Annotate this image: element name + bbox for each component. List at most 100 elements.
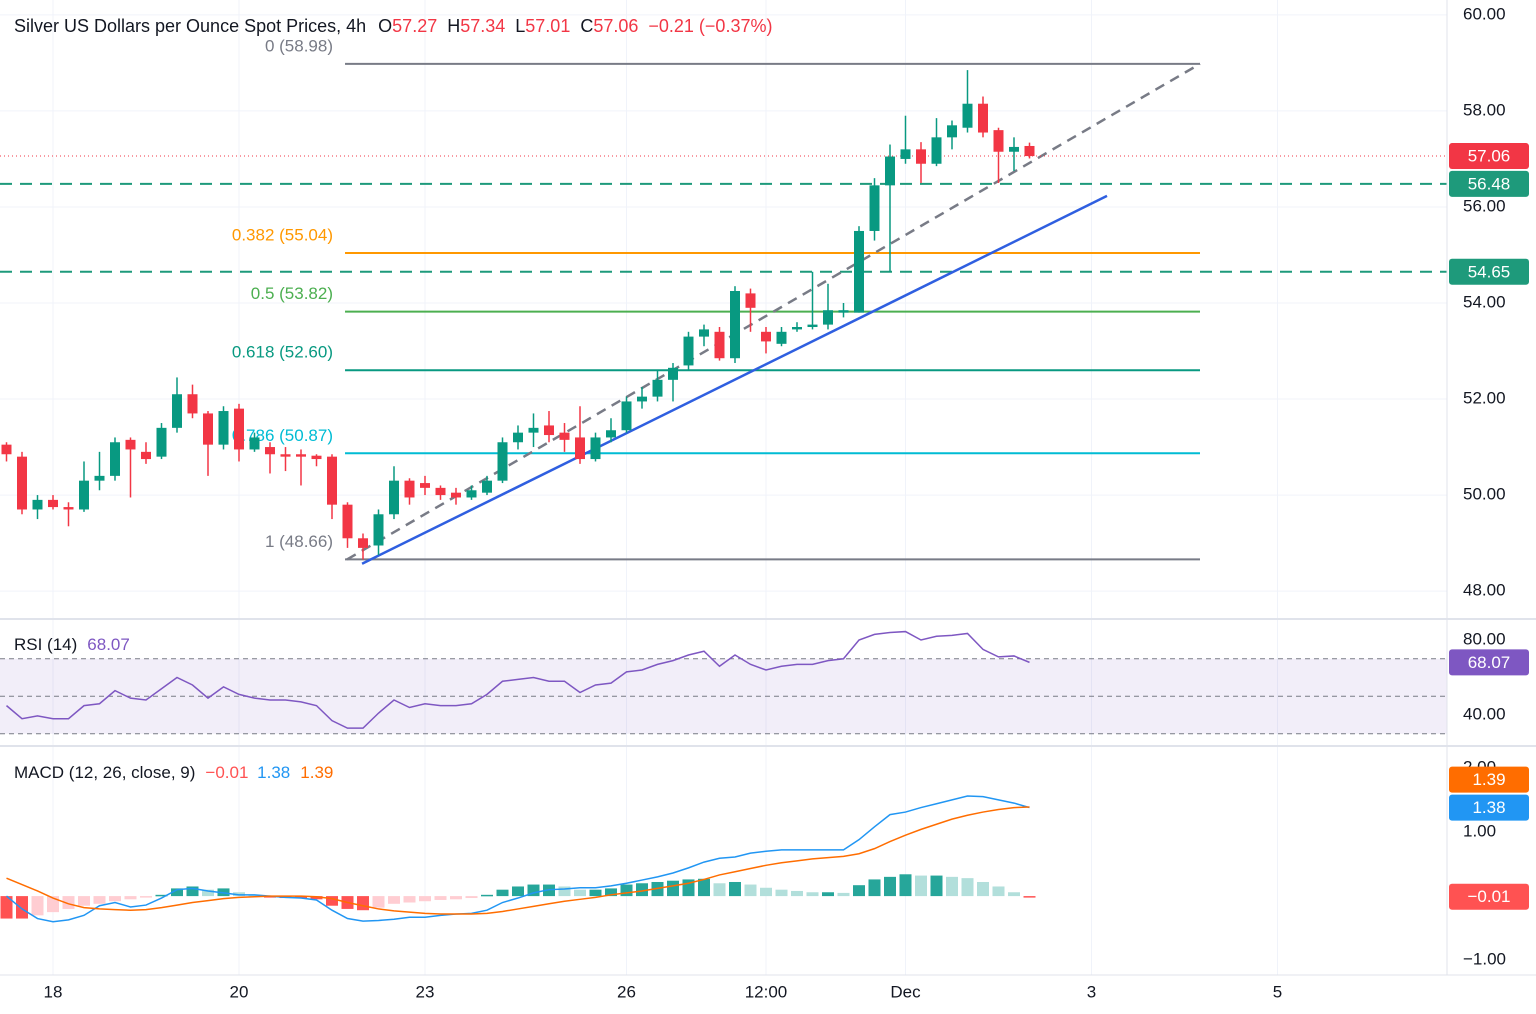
histogram-bar <box>574 889 586 897</box>
candle-body <box>187 394 198 414</box>
x-tick-label: 5 <box>1273 982 1282 1001</box>
legend-key: H <box>447 16 460 36</box>
histogram-bar <box>171 888 183 897</box>
histogram-bar <box>481 894 493 897</box>
y-tick-label: 56.00 <box>1463 196 1506 215</box>
candle-body <box>993 130 1004 152</box>
price-pane: 0 (58.98) 0.382 (55.04) 0.5 (53.82) 0.618 (… <box>0 14 1447 592</box>
x-tick-label: 20 <box>230 982 249 1001</box>
histogram-bar <box>791 890 803 897</box>
histogram-bar <box>558 886 571 897</box>
level-box <box>1449 170 1529 197</box>
histogram-bar <box>961 878 974 897</box>
candle-body <box>683 336 694 366</box>
y-tick-label: 40.00 <box>1463 704 1506 723</box>
histogram-bar <box>372 896 385 908</box>
histogram-bar <box>667 880 679 897</box>
indicator-title: RSI (14) <box>14 635 77 654</box>
y-tick-label: 54.00 <box>1463 292 1506 311</box>
histogram-bar <box>992 886 1005 897</box>
candle-body <box>172 394 182 428</box>
histogram-bar <box>837 892 850 897</box>
candle-body <box>823 310 833 325</box>
histogram-bar <box>729 881 741 897</box>
histogram-bar <box>16 896 28 919</box>
candle-body <box>94 475 105 481</box>
y-tick-label: 52.00 <box>1463 389 1506 408</box>
histogram-bar <box>140 896 152 898</box>
histogram-bar <box>760 887 772 897</box>
candle-body <box>807 324 818 328</box>
candle-body <box>513 432 523 443</box>
candle-body <box>466 490 477 498</box>
histogram-bar <box>884 876 896 897</box>
fib-label: 0.618 (52.60) <box>232 343 333 362</box>
rsi-last-label: 68.07 <box>1468 653 1511 672</box>
macd-last-label: 1.38 <box>1472 798 1505 817</box>
candle-body <box>342 504 353 539</box>
candle-body <box>280 454 291 457</box>
level-label: 54.65 <box>1468 262 1511 281</box>
histogram-last-box <box>1449 883 1529 910</box>
histogram-bar <box>434 896 447 900</box>
trend-line <box>361 194 1108 565</box>
candle-body <box>528 427 539 433</box>
histogram-bar <box>47 896 59 913</box>
histogram-bar <box>822 892 834 897</box>
candle-body <box>234 408 244 450</box>
histogram-bar <box>496 889 509 897</box>
fib-label: 0.382 (55.04) <box>232 226 333 245</box>
macd-last-box <box>1449 794 1529 821</box>
candle-body <box>916 149 926 164</box>
y-tick-label: 58.00 <box>1463 100 1506 119</box>
legend-key: L <box>515 16 525 36</box>
histogram-bar <box>465 896 478 899</box>
legend-value: −0.01 <box>205 763 248 782</box>
candle-body <box>249 437 260 450</box>
x-tick-label: 3 <box>1087 982 1096 1001</box>
histogram-bar <box>605 888 617 897</box>
legend-value: 1.39 <box>300 763 333 782</box>
x-tick-label: 12:00 <box>745 982 788 1001</box>
histogram-bar <box>977 881 989 897</box>
signal-line <box>6 806 1030 915</box>
histogram-bar <box>512 886 524 897</box>
histogram-bar <box>62 896 75 909</box>
y-tick-label: 50.00 <box>1463 485 1506 504</box>
candle-body <box>575 437 585 460</box>
candle-body <box>373 514 384 546</box>
last-price-label: 57.06 <box>1468 147 1511 166</box>
histogram-bar <box>403 896 416 903</box>
candle-body <box>559 432 570 440</box>
candle-body <box>404 480 415 498</box>
candle-body <box>156 427 167 457</box>
candle-body <box>544 425 554 436</box>
legend-value: 57.34 <box>460 16 505 36</box>
candle-body <box>947 125 957 138</box>
level-box <box>1449 258 1529 285</box>
signal-last-box <box>1449 766 1529 793</box>
candle-body <box>1009 146 1019 152</box>
y-tick-label: −1.00 <box>1463 950 1506 969</box>
legend-value: 1.38 <box>257 763 290 782</box>
chart-title: Silver US Dollars per Ounce Spot Prices,… <box>14 16 366 36</box>
histogram-bar <box>0 896 13 919</box>
fib-label: 1 (48.66) <box>265 532 333 551</box>
candle-body <box>63 507 74 510</box>
candle-body <box>311 455 322 460</box>
candle-body <box>854 230 864 313</box>
fib-label: 0.786 (50.87) <box>232 426 333 445</box>
candle-body <box>869 185 880 231</box>
legend-key: O <box>378 16 392 36</box>
candle-body <box>218 411 229 445</box>
x-tick-label: 26 <box>617 982 636 1001</box>
legend: Silver US Dollars per Ounce Spot Prices,… <box>14 16 772 36</box>
histogram-bar <box>946 876 958 897</box>
x-tick-label: Dec <box>890 982 921 1001</box>
legend: RSI (14) 68.07 <box>14 635 130 654</box>
candle-body <box>435 487 446 496</box>
histogram-bar <box>620 884 633 897</box>
candle-body <box>265 447 275 455</box>
